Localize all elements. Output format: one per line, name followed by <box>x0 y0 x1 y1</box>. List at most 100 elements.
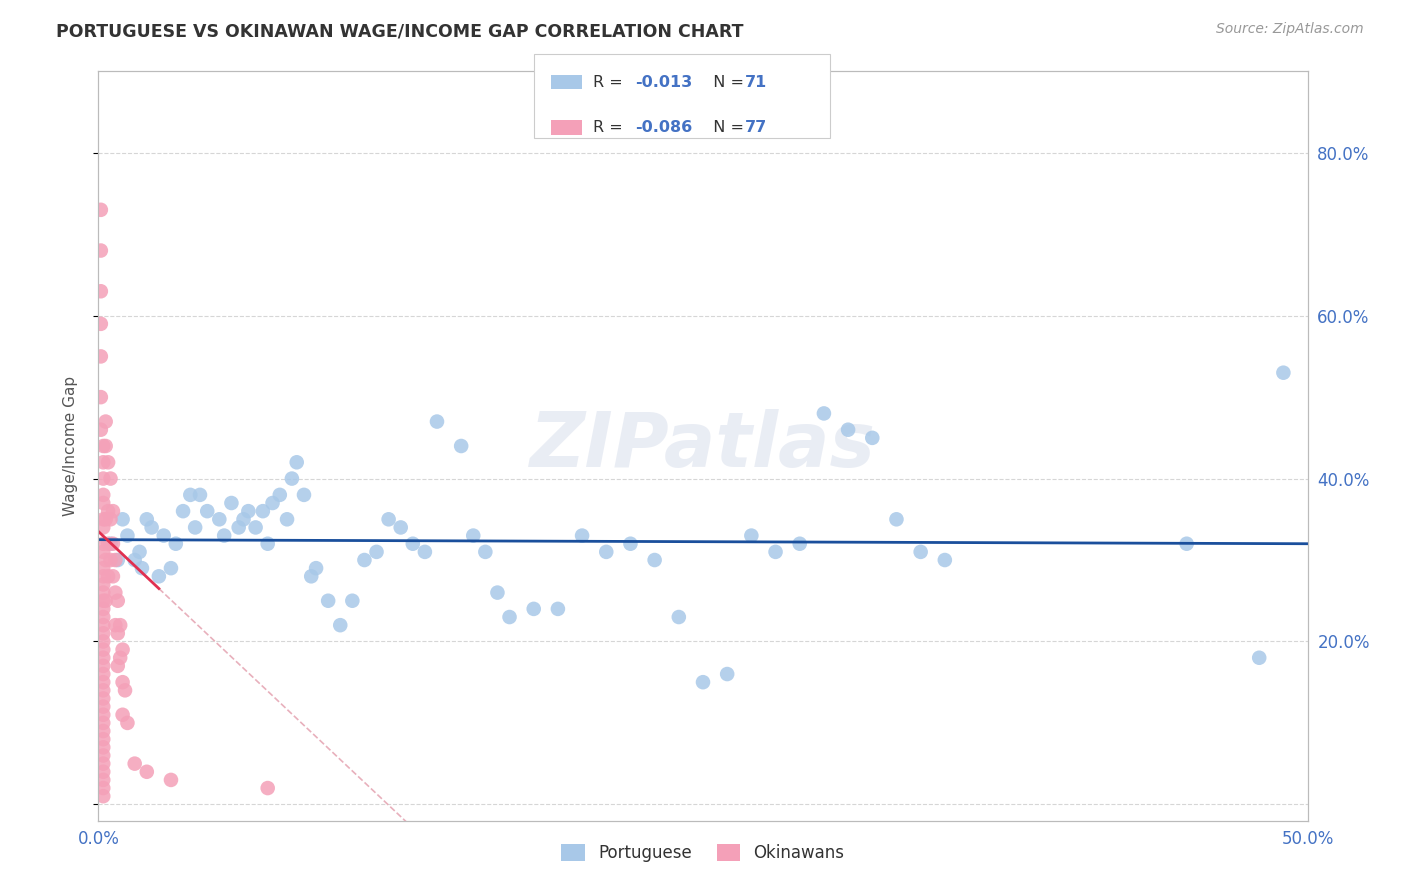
Text: -0.086: -0.086 <box>636 120 693 135</box>
Point <box>91 724 114 739</box>
Point <box>256 780 278 795</box>
Text: ZIPatlas: ZIPatlas <box>530 409 876 483</box>
Point <box>342 593 364 607</box>
Point <box>100 553 122 567</box>
Text: N =: N = <box>703 120 749 135</box>
Point <box>91 707 114 722</box>
Text: N =: N = <box>703 75 749 89</box>
Point <box>179 488 201 502</box>
Point <box>692 675 714 690</box>
Point <box>91 748 114 763</box>
Point <box>619 537 641 551</box>
Point <box>238 504 260 518</box>
Point <box>329 618 352 632</box>
Point <box>668 610 690 624</box>
Point <box>91 683 114 698</box>
Point <box>426 415 449 429</box>
Point <box>91 675 114 690</box>
Y-axis label: Wage/Income Gap: Wage/Income Gap <box>63 376 77 516</box>
Point <box>463 528 485 542</box>
Point <box>108 618 131 632</box>
Point <box>377 512 399 526</box>
Point <box>91 602 114 616</box>
Point <box>402 537 425 551</box>
Point <box>97 455 120 469</box>
Point <box>91 537 114 551</box>
Point <box>90 202 112 217</box>
Point <box>91 585 114 599</box>
Point <box>104 585 127 599</box>
Point <box>299 569 322 583</box>
Text: 77: 77 <box>745 120 768 135</box>
Point <box>91 634 114 648</box>
Point <box>117 715 139 730</box>
Point <box>886 512 908 526</box>
Point <box>262 496 284 510</box>
Point <box>90 390 112 404</box>
Point <box>486 585 509 599</box>
Text: R =: R = <box>593 75 628 89</box>
Point <box>91 764 114 779</box>
Point <box>934 553 956 567</box>
Point <box>789 537 811 551</box>
Point <box>101 504 124 518</box>
Point <box>152 528 174 542</box>
Point <box>131 561 153 575</box>
Point <box>104 618 127 632</box>
Point <box>595 545 617 559</box>
Point <box>135 764 157 779</box>
Point <box>184 520 207 534</box>
Point <box>90 244 112 258</box>
Point <box>94 439 117 453</box>
Point <box>1249 650 1271 665</box>
Point <box>124 553 146 567</box>
Text: Source: ZipAtlas.com: Source: ZipAtlas.com <box>1216 22 1364 37</box>
Point <box>91 520 114 534</box>
Point <box>94 553 117 567</box>
Point <box>91 650 114 665</box>
Point <box>91 439 114 453</box>
Text: PORTUGUESE VS OKINAWAN WAGE/INCOME GAP CORRELATION CHART: PORTUGUESE VS OKINAWAN WAGE/INCOME GAP C… <box>56 22 744 40</box>
Point <box>389 520 412 534</box>
Point <box>498 610 520 624</box>
Point <box>91 512 114 526</box>
Point <box>232 512 254 526</box>
Point <box>135 512 157 526</box>
Point <box>111 707 134 722</box>
Point <box>740 528 762 542</box>
Point <box>91 667 114 681</box>
Point <box>91 626 114 640</box>
Point <box>523 602 546 616</box>
Point <box>910 545 932 559</box>
Point <box>221 496 243 510</box>
Point <box>305 561 328 575</box>
Point <box>94 415 117 429</box>
Point <box>124 756 146 771</box>
Point <box>100 512 122 526</box>
Point <box>91 593 114 607</box>
Point <box>837 423 859 437</box>
Point <box>276 512 298 526</box>
Point <box>90 285 112 299</box>
Point <box>91 618 114 632</box>
Point <box>128 545 150 559</box>
Point <box>91 610 114 624</box>
Point <box>292 488 315 502</box>
Point <box>90 423 112 437</box>
Point <box>160 561 183 575</box>
Point <box>94 512 117 526</box>
Point <box>860 431 883 445</box>
Point <box>91 488 114 502</box>
Point <box>1272 366 1295 380</box>
Point <box>107 553 129 567</box>
Point <box>1175 537 1198 551</box>
Point <box>91 789 114 804</box>
Point <box>571 528 593 542</box>
Point <box>91 699 114 714</box>
Point <box>107 593 129 607</box>
Point <box>160 772 183 787</box>
Point <box>474 545 496 559</box>
Point <box>450 439 472 453</box>
Point <box>91 561 114 575</box>
Point <box>107 626 129 640</box>
